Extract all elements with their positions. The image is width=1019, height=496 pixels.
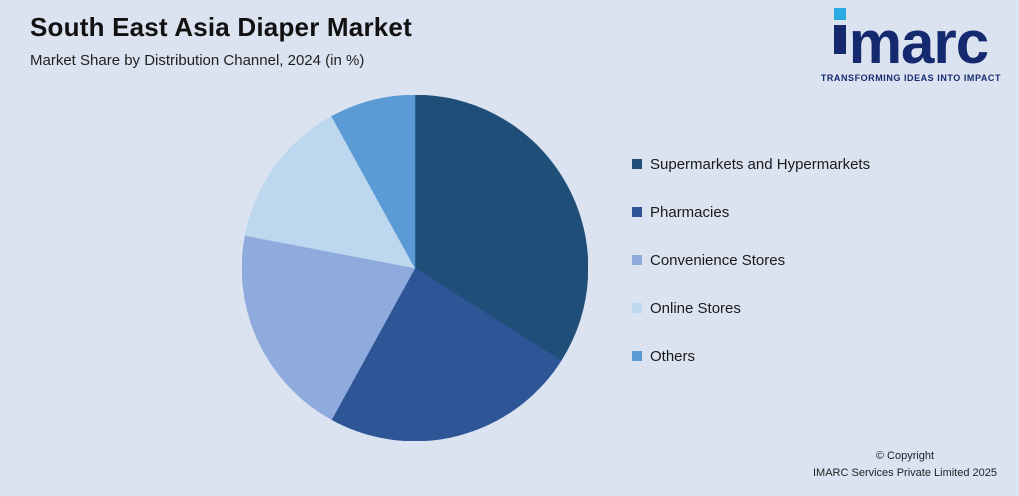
pie-slice-2 [242, 235, 416, 420]
page-title: South East Asia Diaper Market [30, 12, 412, 42]
pie-slice-4 [331, 95, 416, 269]
copyright-line1: © Copyright [875, 449, 935, 462]
legend-label: Others [650, 347, 696, 365]
pie-slice-0 [414, 95, 588, 362]
logo-tagline: TRANSFORMING IDEAS INTO IMPACT [820, 73, 1001, 83]
legend: Supermarkets and Hypermarkets Pharmacies C… [632, 155, 870, 395]
pie-slice-3 [244, 116, 416, 269]
pie-slice-1 [331, 267, 562, 441]
legend-item: Supermarkets and Hypermarkets [632, 155, 870, 173]
pie-chart [242, 95, 588, 441]
legend-item: Convenience Stores [632, 251, 870, 269]
imarc-wordmark: marc [833, 8, 989, 77]
copyright-line2: IMARC Services Private Limited 2025 [812, 466, 997, 479]
legend-swatch-icon [632, 207, 642, 217]
legend-swatch-icon [632, 351, 642, 361]
legend-swatch-icon [632, 255, 642, 265]
legend-item: Others [632, 347, 870, 365]
logo-letter-i [833, 8, 846, 54]
legend-label: Online Stores [650, 299, 741, 317]
imarc-logo: marc TRANSFORMING IDEAS INTO IMPACT [821, 8, 1001, 83]
legend-item: Pharmacies [632, 203, 870, 221]
legend-swatch-icon [632, 159, 642, 169]
legend-label: Supermarkets and Hypermarkets [650, 155, 871, 173]
copyright-notice: © Copyright IMARC Services Private Limit… [813, 448, 997, 482]
legend-label: Pharmacies [650, 203, 730, 221]
logo-wordmark-rest: marc [848, 9, 989, 77]
logo-i-dot-icon [833, 8, 846, 20]
legend-swatch-icon [632, 303, 642, 313]
logo-i-stem [833, 25, 846, 54]
page-subtitle: Market Share by Distribution Channel, 20… [30, 52, 365, 69]
legend-label: Convenience Stores [650, 251, 786, 269]
pie-chart-container [242, 95, 588, 441]
legend-item: Online Stores [632, 299, 870, 317]
